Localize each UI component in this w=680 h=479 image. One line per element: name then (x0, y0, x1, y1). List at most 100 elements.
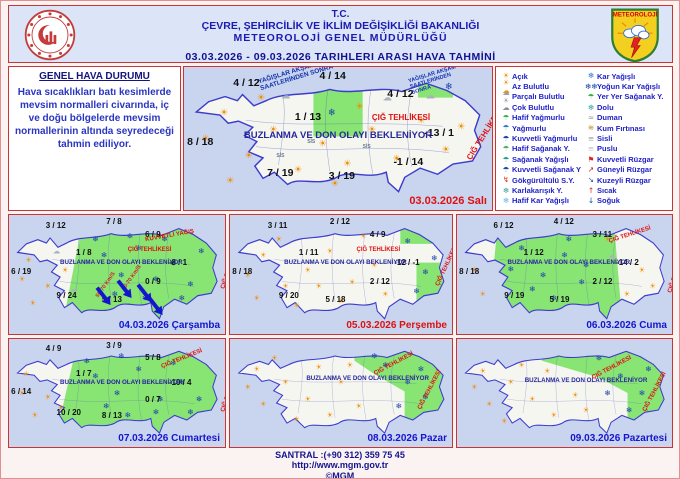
sun-icon: ☀ (256, 92, 266, 104)
sun-icon: ☀ (638, 264, 646, 274)
sun-icon: ☀ (456, 121, 466, 133)
sun-icon: ☀ (550, 409, 558, 419)
cloud-icon: ☁ (608, 250, 616, 260)
temp-label-east: -14 / 2 (616, 257, 639, 267)
temp-label-sw: 10 / 20 (56, 408, 81, 418)
temp-label-w: 8 / 18 (459, 267, 480, 277)
snow-icon: ❄ (103, 401, 110, 411)
sun-icon: ☀ (18, 274, 26, 284)
sun-icon: ☀ (346, 360, 354, 370)
forecast-map-wednesday: 3 / 12 7 / 8 6 / 9 1 / 8 -8 / 1 6 / 19 9… (8, 214, 226, 335)
snow-icon: ❄ (518, 243, 525, 253)
snow-icon: ❄ (92, 370, 99, 380)
sun-icon: ☀ (337, 377, 345, 387)
temp-label-ne: 4 / 9 (369, 230, 386, 240)
snow-icon: ❄ (371, 351, 378, 361)
sun-icon: ☀ (259, 399, 267, 409)
turkey-map (238, 228, 445, 320)
snow-icon: ❄ (395, 401, 402, 411)
cloud-icon: ☁ (425, 89, 436, 101)
temp-label-n: 3 / 9 (106, 341, 122, 351)
legend-column-right: ❄ Kar Yağışlı ❄❄ Yoğun Kar Yağışlı ☂ Yer… (585, 71, 670, 208)
snow-icon: ❄ (444, 81, 453, 93)
legend-panel: ☀ Açık ☀☁ Az Bulutlu ☁☀ Parçalı Bulutlu … (495, 66, 673, 211)
sun-icon: ☀ (330, 178, 340, 190)
temp-label-s: 3 / 19 (328, 169, 356, 182)
sun-icon: ☀ (355, 401, 363, 411)
sun-icon: ☀ (485, 399, 493, 409)
legend-item: ☁☀ Parçalı Bulutlu (500, 89, 585, 104)
sun-icon: ☀ (370, 260, 378, 270)
sun-icon: ☀ (382, 288, 389, 298)
snow-icon: ❄ (529, 284, 536, 294)
hot-icon: ↑ (587, 185, 595, 195)
snow-icon: ❄ (507, 263, 514, 273)
sun-icon: ☀ (604, 234, 611, 244)
legend-item: ❄ Dolu (585, 102, 670, 112)
map-date-friday: 06.03.2026 Cuma (586, 320, 667, 331)
sun-icon: ☀ (326, 409, 334, 419)
snow-icon: ❄ (118, 351, 125, 361)
cloud-icon: ☁ (52, 245, 61, 255)
sun-icon: ☀ (470, 381, 478, 391)
frost-warning-text: BUZLANMA VE DON OLAYI BEKLENİYOR (524, 376, 648, 384)
legend-item: ≈ Duman (585, 113, 670, 123)
snow-icon: ❄ (417, 364, 425, 374)
forecast-map-tuesday: 4 / 12 4 / 14 4 / 12 1 / 13 -13 / 1 8 / … (183, 66, 493, 211)
legend-item: ❄ Hafif Kar Yağışlı (500, 196, 585, 206)
ministry-line: ÇEVRE, ŞEHİRCİLİK VE İKLİM DEĞİŞİKLİĞİ B… (201, 20, 480, 32)
forecast-date-range: 03.03.2026 - 09.03.2026 TARIHLERI ARASI … (185, 51, 496, 63)
legend-item: ❄ Kar Yağışlı (585, 71, 670, 81)
forecast-map-thursday: 3 / 11 2 / 12 4 / 9 1 / 11 -12 / -1 8 / … (229, 214, 453, 335)
temp-label-w: 6 / 19 (11, 267, 32, 277)
snow-icon: ❄ (135, 364, 142, 374)
sun-icon: ☀ (201, 132, 210, 144)
snow-icon: ❄ (152, 274, 160, 284)
sun-icon: ☀ (293, 300, 300, 310)
copyright: ©MGM (325, 470, 355, 479)
snow-icon: ❄ (645, 364, 652, 374)
temp-label-ankara: 1 / 13 (294, 111, 322, 124)
snow-icon: ❄ (604, 388, 611, 398)
forecast-map-sunday: BUZLANMA VE DON OLAYI BEKLENİYOR ÇIĞ TEH… (229, 338, 453, 448)
header-titles: T.C. ÇEVRE, ŞEHİRCİLİK VE İKLİM DEĞİŞİKL… (89, 9, 592, 63)
republic-line: T.C. (331, 9, 350, 20)
sun-icon: ☀ (253, 293, 260, 303)
snow-icon: ❄ (187, 279, 194, 289)
snow-icon: ❄ (118, 269, 125, 279)
snow-icon: ❄ (431, 253, 438, 263)
website-link[interactable]: http://www.mgm.gov.tr (291, 460, 389, 471)
snow-icon: ❄ (327, 107, 336, 118)
sun-icon: ☀ (479, 366, 487, 376)
temp-label-east: -10 / 4 (168, 377, 192, 387)
sun-icon: ☀ (18, 388, 26, 398)
sleet-icon: ❄ (502, 185, 510, 195)
ministry-logo (24, 9, 76, 61)
temp-label-s: 8 / 13 (101, 411, 122, 421)
legend-item: ↘ Kuzeyli Rüzgar (585, 175, 670, 185)
temp-label-n: 2 / 12 (329, 217, 350, 227)
snow-icon: ❄ (382, 360, 389, 370)
heavy-rain-icon: ☂ (502, 133, 510, 143)
fog-label: SİS (307, 138, 316, 145)
temp-label-ne: 5 / 8 (145, 353, 161, 363)
snow-icon: ❄ (422, 392, 429, 402)
legend-item: ↯ Gökgürültülü S.Y. (500, 175, 585, 185)
avalanche-warning: ÇIĞ TEHLİKESİ (371, 112, 431, 122)
phone-number: SANTRAL :(+90 312) 359 75 45 (275, 450, 405, 460)
snow-icon: ❄ (539, 269, 547, 279)
snow-icon: ❄ (111, 288, 118, 298)
sun-icon: ☀ (244, 269, 252, 279)
sun-icon: ☀ (355, 101, 364, 113)
sun-icon: ☀ (326, 245, 334, 255)
sun-icon: ☀ (282, 281, 289, 291)
shower-icon: ☂ (502, 154, 510, 164)
legend-item: ⚑ Kuvvetli Rüzgar (585, 154, 670, 164)
heavy-shower-icon: ☂ (502, 164, 510, 174)
temp-label-sw: 9 / 24 (56, 291, 77, 301)
temp-label-ne: 6 / 9 (145, 230, 161, 240)
avalanche-warning: ÇIĞ TEHLİKESİ (356, 247, 401, 254)
legend-item: ≡ Sisli (585, 133, 670, 143)
sun-icon: ☀ (31, 409, 39, 419)
